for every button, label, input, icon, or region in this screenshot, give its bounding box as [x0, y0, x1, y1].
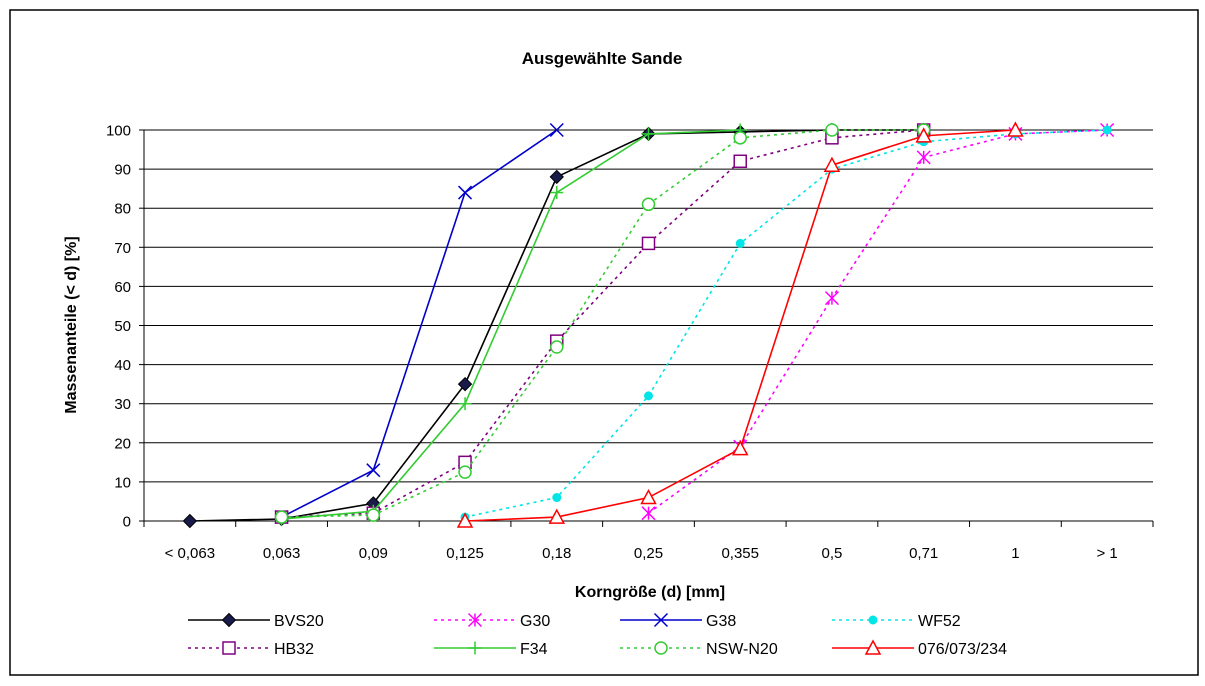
x-tick-label: 0,063 — [263, 545, 301, 562]
data-point — [458, 465, 472, 479]
x-tick-label: 0,355 — [721, 545, 759, 562]
legend-label: G38 — [706, 613, 736, 630]
chart-title: Ausgewählte Sande — [522, 49, 683, 68]
legend-marker — [868, 615, 878, 625]
data-point — [642, 127, 655, 141]
series-line — [281, 129, 558, 518]
data-point — [733, 154, 747, 169]
legend-label: NSW-N20 — [706, 641, 778, 658]
x-tick-label: > 1 — [1096, 545, 1117, 562]
legend-item-hb32: HB32 — [188, 641, 314, 658]
legend-marker — [468, 641, 482, 655]
data-point — [457, 376, 473, 392]
legend-marker — [221, 612, 237, 628]
y-tick-label: 50 — [114, 318, 131, 335]
data-point — [548, 508, 566, 524]
legend-item-076-073-234: 076/073/234 — [832, 639, 1007, 658]
data-point — [641, 197, 656, 212]
legend-label: F34 — [520, 641, 548, 658]
legend-label: HB32 — [274, 641, 314, 658]
legend-marker — [467, 612, 483, 628]
data-point — [733, 131, 747, 145]
series-076-073-234 — [456, 121, 1024, 528]
series-line — [281, 129, 924, 518]
y-tick-label: 90 — [114, 162, 131, 179]
x-axis-label: Korngröße (d) [mm] — [575, 584, 725, 601]
chart-border — [9, 9, 1199, 676]
series-line — [281, 129, 741, 520]
y-tick-label: 80 — [114, 201, 131, 218]
series-line — [281, 129, 924, 518]
legend-label: G30 — [520, 613, 550, 630]
data-point — [644, 391, 653, 401]
x-tick-label: 0,125 — [446, 545, 484, 562]
data-point — [456, 512, 474, 528]
y-tick-label: 10 — [114, 474, 131, 491]
legend-label: 076/073/234 — [918, 641, 1007, 658]
data-point — [274, 510, 289, 524]
legend-marker — [864, 639, 882, 655]
data-point — [735, 238, 745, 248]
data-point — [366, 463, 381, 478]
x-tick-label: 1 — [1011, 545, 1019, 562]
data-point — [182, 513, 198, 529]
y-axis-label: Massenanteile (< d) [%] — [63, 236, 80, 413]
axes: 0 10 20 30 40 50 60 70 80 90 100 < 0,063 0,063 0,09 0,… — [106, 123, 1154, 562]
y-tick-label: 30 — [114, 396, 131, 413]
legend-item-wf52: WF52 — [832, 613, 961, 630]
legend-item-nsw-n20: NSW-N20 — [620, 641, 778, 658]
legend-marker — [654, 641, 668, 655]
x-tick-label: 0,18 — [542, 545, 571, 562]
data-point — [641, 506, 656, 521]
data-point — [366, 508, 381, 522]
data-point — [550, 186, 564, 200]
data-point — [916, 150, 931, 165]
data-point — [552, 493, 562, 503]
legend: BVS20 G30 G38 WF52 HB32 F34 NSW-N20 076/073/234 — [188, 612, 1007, 658]
y-tick-label: 20 — [114, 435, 131, 452]
legend-label: WF52 — [918, 613, 961, 630]
y-tick-label: 70 — [114, 240, 131, 257]
legend-item-bvs20: BVS20 — [188, 612, 324, 630]
data-point — [458, 185, 473, 200]
data-point — [458, 397, 472, 411]
data-point — [823, 156, 841, 172]
data-point — [549, 169, 564, 185]
data-point — [915, 127, 932, 143]
legend-item-g30: G30 — [434, 612, 550, 630]
data-point — [641, 236, 656, 251]
x-tick-label: 0,71 — [909, 545, 938, 562]
data-point — [640, 488, 657, 505]
x-tick-label: 0,25 — [634, 545, 663, 562]
y-tick-label: 60 — [114, 279, 131, 296]
legend-marker — [222, 641, 236, 655]
legend-item-g38: G38 — [620, 612, 736, 630]
y-tick-label: 100 — [106, 123, 131, 140]
x-tick-label: 0,09 — [359, 545, 388, 562]
data-point — [824, 291, 839, 306]
x-tick-label: < 0,063 — [165, 545, 215, 562]
data-point — [731, 440, 749, 456]
data-point — [1102, 125, 1112, 135]
y-tick-label: 0 — [123, 514, 131, 531]
data-point — [825, 123, 839, 137]
data-point — [549, 122, 564, 138]
y-tick-label: 40 — [114, 357, 131, 374]
legend-label: BVS20 — [274, 613, 324, 630]
series-line — [648, 129, 1108, 514]
x-tick-label: 0,5 — [822, 545, 843, 562]
legend-item-f34: F34 — [434, 641, 548, 658]
series-group — [182, 121, 1115, 529]
data-point — [550, 340, 564, 354]
data-point — [1007, 121, 1024, 137]
legend-marker — [653, 612, 669, 628]
